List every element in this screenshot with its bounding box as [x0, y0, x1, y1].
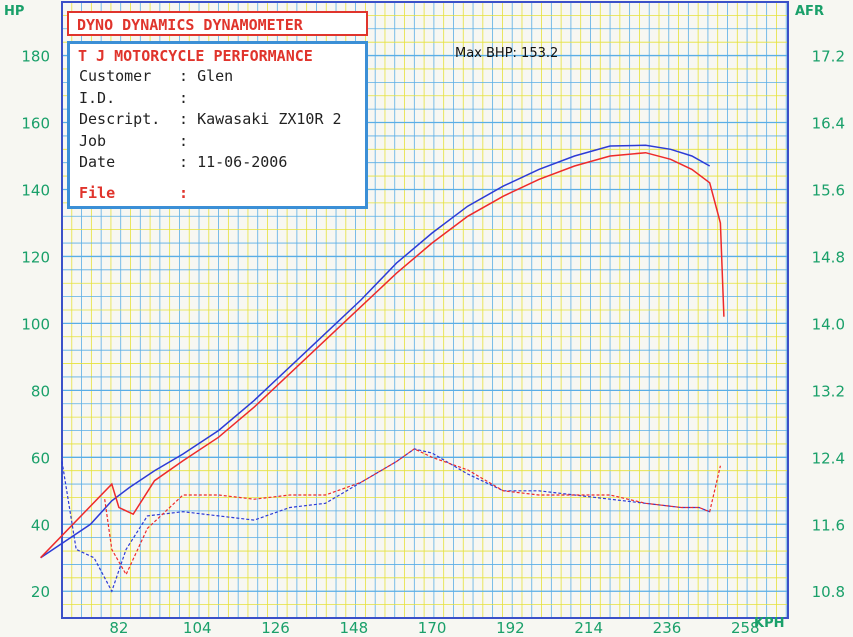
field-value: Glen [197, 67, 234, 85]
field-file: File: [79, 184, 198, 202]
y-tick-label: 100 [21, 315, 50, 333]
y-tick-label: 80 [31, 382, 50, 400]
max-bhp-label: Max BHP: 153.2 [455, 46, 559, 61]
field-label: Job [79, 132, 107, 150]
y2-tick-label: 11.6 [812, 516, 845, 534]
field-label: File [79, 184, 116, 202]
y2-tick-label: 14.0 [812, 315, 845, 333]
tick-labels: 82 104 126 148 170 192 214 236 258 20 40 60 80 100 120… [21, 48, 845, 637]
x-axis-title: KPH [754, 616, 785, 631]
y2-tick-label: 13.2 [812, 382, 845, 400]
series-blue-dashed-afr [61, 448, 710, 593]
field-date: Date: 11-06-2006 [79, 153, 288, 171]
y-tick-label: 20 [31, 583, 50, 601]
y2-axis-title: AFR [795, 4, 824, 19]
y-tick-label: 60 [31, 449, 50, 467]
y-tick-label: 180 [21, 48, 50, 66]
x-tick-label: 126 [261, 619, 290, 637]
y2-tick-label: 16.4 [812, 115, 845, 133]
field-job: Job: [79, 132, 198, 150]
x-tick-label: 104 [183, 619, 212, 637]
y-tick-label: 40 [31, 516, 50, 534]
y2-tick-label: 12.4 [812, 449, 845, 467]
x-tick-label: 148 [340, 619, 369, 637]
redaction [233, 67, 322, 81]
dyno-title: DYNO DYNAMICS DYNAMOMETER [67, 11, 368, 36]
y2-tick-label: 17.2 [812, 48, 845, 66]
series-blue-solid-hp [40, 144, 711, 559]
field-label: Customer [79, 67, 152, 85]
y2-tick-label: 14.8 [812, 248, 845, 266]
field-customer: Customer: Glen [79, 67, 322, 85]
info-box: T J MOTORCYCLE PERFORMANCE Customer: Gle… [67, 41, 368, 209]
field-value: 11-06-2006 [197, 153, 288, 171]
field-description: Descript.: Kawasaki ZX10R 2 [79, 110, 342, 128]
y2-tick-label: 10.8 [812, 583, 845, 601]
plot-border [61, 1, 789, 619]
x-tick-label: 214 [574, 619, 603, 637]
field-label: Descript. [79, 110, 161, 128]
series-red-dashed-afr [104, 448, 721, 576]
field-id: I.D.: [79, 89, 198, 107]
field-label: Date [79, 153, 116, 171]
x-tick-label: 192 [496, 619, 525, 637]
series-red-solid-hp [40, 151, 725, 559]
y2-tick-label: 15.6 [812, 181, 845, 199]
x-tick-label: 170 [418, 619, 447, 637]
x-tick-label: 236 [653, 619, 682, 637]
y-tick-label: 160 [21, 115, 50, 133]
y-tick-label: 120 [21, 248, 50, 266]
series-group [40, 144, 725, 593]
y-tick-label: 140 [21, 181, 50, 199]
shop-name: T J MOTORCYCLE PERFORMANCE [78, 47, 313, 65]
y-axis-title: HP [4, 4, 25, 19]
x-tick-label: 82 [109, 619, 128, 637]
field-value: Kawasaki ZX10R 2 [197, 110, 342, 128]
x-tick-label: 258 [731, 619, 760, 637]
field-label: I.D. [79, 89, 116, 107]
